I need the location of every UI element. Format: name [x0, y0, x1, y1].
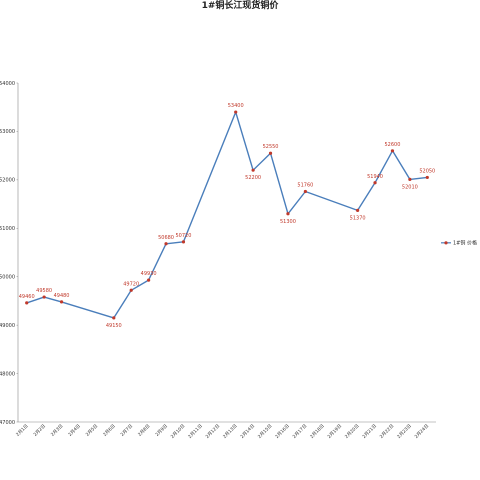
- data-label: 51370: [350, 215, 366, 221]
- x-tick-label: 2月2日: [32, 423, 47, 438]
- x-tick-label: 2月11日: [187, 423, 204, 440]
- data-point: [356, 208, 360, 212]
- x-tick-label: 2月14日: [239, 423, 256, 440]
- x-tick-label: 2月3日: [50, 423, 65, 438]
- data-label: 50680: [158, 235, 174, 241]
- x-tick-label: 2月21日: [361, 423, 378, 440]
- data-label: 51760: [297, 182, 313, 188]
- data-label: 50720: [176, 233, 192, 239]
- data-point: [129, 288, 133, 292]
- data-label: 52010: [402, 184, 418, 190]
- data-markers: [25, 110, 429, 320]
- legend: 1#铜 价格: [441, 240, 477, 247]
- data-label: 51300: [280, 219, 296, 225]
- data-label: 52550: [263, 144, 279, 150]
- x-tick-label: 2月20日: [344, 423, 361, 440]
- data-point: [147, 278, 151, 282]
- x-tick-label: 2月22日: [379, 423, 396, 440]
- data-point: [373, 181, 377, 185]
- y-tick-label: 52000: [0, 178, 15, 184]
- x-tick-label: 2月1日: [15, 423, 30, 438]
- data-point: [164, 242, 168, 246]
- x-tick-label: 2月18日: [309, 423, 326, 440]
- y-tick-label: 54000: [0, 81, 15, 87]
- data-label: 49150: [106, 323, 122, 329]
- plot-area: 47000 48000 49000 50000 51000 52000 53000 54000…: [0, 81, 436, 440]
- x-tick-label: 2月8日: [137, 423, 152, 438]
- x-tick-label: 2月23日: [396, 423, 413, 440]
- series-line: [26, 111, 428, 319]
- data-point: [25, 301, 29, 305]
- y-tick-label: 53000: [0, 129, 15, 135]
- y-tick-label: 51000: [0, 226, 15, 232]
- y-tick-label: 50000: [0, 275, 15, 281]
- y-tick-label: 47000: [0, 420, 15, 426]
- data-label: 49460: [19, 294, 35, 300]
- data-point: [42, 295, 46, 299]
- chart-title: 1#铜长江现货铜价: [202, 0, 280, 11]
- data-label: 49480: [54, 293, 70, 299]
- data-label: 53400: [228, 103, 244, 109]
- data-point: [251, 168, 255, 172]
- x-tick-labels: 2月1日 2月2日 2月3日 2月4日 2月5日 2月6日 2月7日 2月8日 2月9日 2月10…: [15, 423, 430, 440]
- data-point: [408, 177, 412, 181]
- data-label: 49720: [123, 281, 139, 287]
- data-point: [234, 110, 238, 114]
- x-tick-label: 2月4日: [67, 423, 82, 438]
- data-label: 51940: [367, 174, 383, 180]
- data-label: 52200: [245, 175, 261, 181]
- data-point: [181, 240, 186, 244]
- x-tick-label: 2月19日: [326, 423, 343, 440]
- legend-label: 1#铜 价格: [453, 240, 477, 247]
- data-point: [286, 212, 290, 216]
- x-tick-label: 2月24日: [414, 423, 431, 440]
- y-tick-label: 48000: [0, 371, 15, 377]
- x-tick-label: 2月17日: [292, 423, 309, 440]
- data-label: 49580: [36, 288, 52, 294]
- x-tick-label: 2月10日: [170, 423, 187, 440]
- x-tick-label: 2月7日: [119, 423, 134, 438]
- data-point: [425, 175, 429, 180]
- x-tick-label: 2月15日: [257, 423, 274, 440]
- x-tick-label: 2月9日: [154, 423, 169, 438]
- legend-marker: [444, 241, 448, 245]
- data-point: [268, 151, 273, 155]
- y-tick-label: 49000: [0, 323, 15, 329]
- x-tick-label: 2月5日: [85, 423, 100, 438]
- data-point: [112, 316, 116, 320]
- data-point: [390, 149, 395, 153]
- y-tick-labels: 47000 48000 49000 50000 51000 52000 53000 54000: [0, 81, 18, 426]
- x-tick-label: 2月16日: [274, 423, 291, 440]
- data-point: [303, 189, 307, 194]
- data-point: [59, 300, 64, 304]
- x-tick-label: 2月13日: [222, 423, 239, 440]
- data-label: 52600: [385, 142, 401, 148]
- data-label: 52050: [419, 168, 435, 174]
- x-tick-label: 2月6日: [102, 423, 117, 438]
- x-tick-label: 2月12日: [205, 423, 222, 440]
- data-label: 49930: [141, 271, 157, 277]
